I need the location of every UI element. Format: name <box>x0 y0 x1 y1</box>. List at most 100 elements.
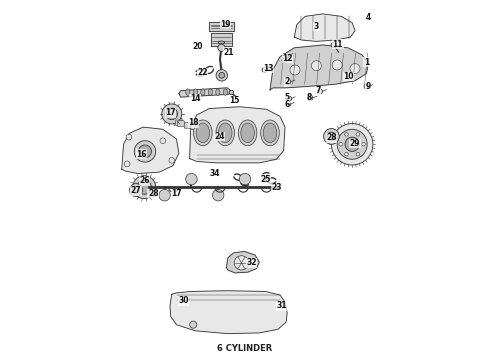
Circle shape <box>345 137 359 152</box>
Circle shape <box>219 72 224 78</box>
Text: 18: 18 <box>188 118 198 127</box>
Circle shape <box>186 174 197 185</box>
Text: 7: 7 <box>316 86 321 95</box>
Text: 29: 29 <box>350 139 360 148</box>
FancyBboxPatch shape <box>191 123 197 129</box>
Text: 22: 22 <box>197 68 207 77</box>
Polygon shape <box>179 88 230 97</box>
Polygon shape <box>211 33 232 46</box>
Circle shape <box>318 89 322 94</box>
Text: 17: 17 <box>171 189 182 198</box>
Text: 3: 3 <box>314 22 319 31</box>
Circle shape <box>344 132 348 136</box>
Circle shape <box>344 152 348 156</box>
Ellipse shape <box>216 89 220 95</box>
Circle shape <box>327 132 336 141</box>
Ellipse shape <box>216 120 235 146</box>
Polygon shape <box>226 251 259 273</box>
Circle shape <box>350 64 360 73</box>
Circle shape <box>287 102 291 107</box>
Circle shape <box>332 60 342 70</box>
Ellipse shape <box>223 89 227 95</box>
Text: 12: 12 <box>283 54 293 63</box>
Circle shape <box>166 108 177 120</box>
Text: 19: 19 <box>220 20 231 29</box>
Text: 14: 14 <box>190 94 200 103</box>
Ellipse shape <box>194 120 212 146</box>
Text: 24: 24 <box>214 132 224 141</box>
Ellipse shape <box>186 89 190 95</box>
Text: 17: 17 <box>166 108 176 117</box>
Circle shape <box>134 141 156 162</box>
Text: 9: 9 <box>366 82 371 91</box>
Ellipse shape <box>238 120 257 146</box>
Text: 8: 8 <box>307 93 312 102</box>
Text: 31: 31 <box>276 301 287 310</box>
Circle shape <box>290 65 300 75</box>
Circle shape <box>159 189 171 201</box>
Circle shape <box>130 184 143 197</box>
Text: 15: 15 <box>229 96 240 105</box>
Text: 30: 30 <box>178 296 189 305</box>
Circle shape <box>218 44 225 51</box>
Circle shape <box>213 189 224 201</box>
Ellipse shape <box>193 89 197 95</box>
Ellipse shape <box>261 120 279 146</box>
Circle shape <box>356 132 360 136</box>
Text: 21: 21 <box>223 48 234 57</box>
Circle shape <box>364 84 369 89</box>
Circle shape <box>331 123 373 165</box>
Circle shape <box>124 161 130 167</box>
Polygon shape <box>122 127 179 174</box>
Circle shape <box>331 42 336 48</box>
Circle shape <box>323 129 339 144</box>
FancyBboxPatch shape <box>184 122 191 128</box>
Polygon shape <box>190 107 285 163</box>
Text: 13: 13 <box>263 64 273 73</box>
Polygon shape <box>170 291 287 334</box>
Ellipse shape <box>208 89 213 95</box>
Text: 28: 28 <box>326 133 337 142</box>
FancyBboxPatch shape <box>177 121 184 126</box>
Circle shape <box>216 69 227 81</box>
Circle shape <box>356 152 360 156</box>
Text: 26: 26 <box>139 176 149 185</box>
Circle shape <box>285 79 291 85</box>
Circle shape <box>190 321 197 328</box>
Text: 6 CYLINDER: 6 CYLINDER <box>218 344 272 353</box>
Text: 27: 27 <box>131 186 141 195</box>
Text: 23: 23 <box>271 183 282 192</box>
Circle shape <box>282 58 287 63</box>
Circle shape <box>312 61 321 71</box>
Text: 32: 32 <box>246 258 257 267</box>
Ellipse shape <box>218 41 224 44</box>
Circle shape <box>162 104 182 124</box>
Polygon shape <box>294 14 355 41</box>
Polygon shape <box>209 22 234 31</box>
Text: 25: 25 <box>261 175 271 184</box>
Circle shape <box>234 256 248 270</box>
Circle shape <box>307 95 313 101</box>
Text: 10: 10 <box>343 72 354 81</box>
Circle shape <box>126 134 132 140</box>
Ellipse shape <box>201 89 205 95</box>
Ellipse shape <box>219 123 232 143</box>
Text: 16: 16 <box>136 150 147 159</box>
Circle shape <box>339 143 343 146</box>
Circle shape <box>239 174 251 185</box>
Text: 28: 28 <box>148 189 158 198</box>
Polygon shape <box>270 45 368 90</box>
Circle shape <box>362 143 366 146</box>
Circle shape <box>288 96 292 101</box>
Circle shape <box>229 90 234 95</box>
Ellipse shape <box>241 123 254 143</box>
Text: 11: 11 <box>333 40 343 49</box>
Text: 5: 5 <box>285 93 290 102</box>
Ellipse shape <box>196 123 210 143</box>
Text: 34: 34 <box>209 169 220 178</box>
Circle shape <box>139 145 151 158</box>
Text: 1: 1 <box>364 58 369 67</box>
Text: 4: 4 <box>366 13 371 22</box>
Circle shape <box>169 157 174 163</box>
Text: 20: 20 <box>193 41 203 50</box>
